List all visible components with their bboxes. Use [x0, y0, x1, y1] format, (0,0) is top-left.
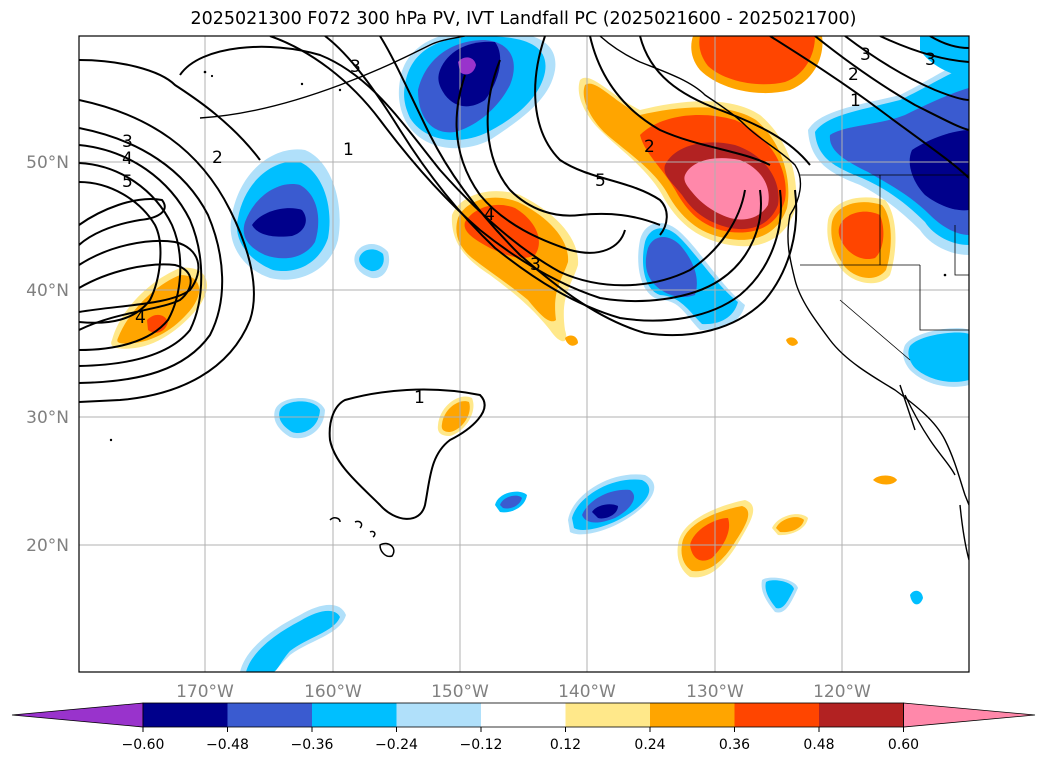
contour-label: 1 [850, 91, 861, 111]
colorbar-tick-label: −0.60 [122, 737, 165, 753]
colorbar-tick-label: 0.60 [888, 737, 919, 753]
pv-positive-blob-small-d [786, 337, 798, 346]
colorbar-segment [565, 703, 651, 727]
colorbar-frame [142, 702, 904, 728]
contour-label: 4 [122, 149, 133, 169]
latitude-labels: 50°N 40°N 30°N 20°N [26, 153, 69, 556]
contour-label: 2 [212, 148, 223, 168]
colorbar-segment [650, 703, 735, 727]
contour-label: 4 [135, 308, 146, 328]
colorbar [11, 702, 1036, 728]
lon-label: 150°W [431, 682, 489, 702]
pv-positive-blob-small-e [873, 475, 897, 485]
pv-positive-blob-119w [827, 197, 896, 284]
political-borders [800, 174, 969, 361]
map-frame [78, 35, 970, 673]
contour-label: 4 [484, 205, 495, 225]
colorbar-tick-label: −0.48 [206, 737, 249, 753]
colorbar-segment [312, 703, 397, 727]
pv-negative-blob-125w-16n-core [765, 580, 794, 609]
pv-anomaly-fill-layer [111, 36, 969, 672]
colorbar-tick-label: −0.24 [375, 737, 418, 753]
colorbar-tick-label: 0.48 [803, 737, 834, 753]
colorbar-tick-label: 0.36 [719, 737, 750, 753]
gridlines [79, 36, 969, 672]
contour-label: 3 [530, 255, 541, 275]
pv-negative-blob-small-g [910, 590, 923, 605]
map-title: 2025021300 F072 300 hPa PV, IVT Landfall… [190, 9, 857, 29]
lat-label: 50°N [26, 153, 69, 173]
lon-label: 160°W [304, 682, 362, 702]
contour-label: 2 [644, 137, 655, 157]
colorbar-tick-labels: −0.60 −0.48 −0.36 −0.24 −0.12 0.12 0.24 0.36 0.4… [122, 727, 919, 753]
pv-positive-blob-top-right [691, 36, 823, 94]
gulf-california [899, 384, 916, 431]
hawaii-islands [329, 517, 395, 558]
pv-negative-blob-top [398, 36, 556, 149]
pv-negative-blob-115w-35n-core [908, 332, 969, 382]
contour-label: 2 [848, 65, 859, 85]
pv-positive-blob-small-f [565, 335, 578, 346]
contour-label: 3 [122, 132, 133, 152]
contour-labels: 3 4 5 2 1 3 4 3 2 5 1 3 2 1 3 4 [122, 45, 936, 408]
lon-label: 140°W [558, 682, 616, 702]
contour-label: 5 [122, 172, 133, 192]
pv-positive-blob-125w-22n-core [776, 517, 804, 533]
colorbar-segment [227, 703, 313, 727]
ivt-contours [79, 36, 969, 520]
colorbar-extend-min [11, 702, 144, 728]
contour-label: 5 [595, 171, 606, 191]
contour-label: 3 [350, 57, 361, 77]
pv-negative-blob-small-c-core [500, 495, 522, 509]
lon-label: 120°W [813, 682, 871, 702]
colorbar-segment [143, 703, 228, 727]
pv-negative-blob-bottom-core [246, 610, 340, 672]
colorbar-extend-max [903, 702, 1036, 728]
contour-label: 3 [860, 45, 871, 65]
lon-label: 170°W [176, 682, 234, 702]
contour-label: 3 [925, 50, 936, 70]
colorbar-segment [734, 703, 820, 727]
pv-positive-blob-130w-21n-core [690, 518, 730, 561]
contour-label: 1 [343, 140, 354, 160]
colorbar-segment [396, 703, 482, 727]
mexico-coast [959, 504, 969, 561]
longitude-labels: 170°W 160°W 150°W 140°W 130°W 120°W [176, 682, 871, 702]
colorbar-tick-label: 0.24 [634, 737, 665, 753]
lat-label: 30°N [26, 408, 69, 428]
north-america-coast [599, 36, 969, 506]
lat-label: 40°N [26, 281, 69, 301]
contour-label: 1 [414, 388, 425, 408]
colorbar-tick-label: −0.12 [460, 737, 503, 753]
coastlines [199, 36, 969, 561]
colorbar-segment [481, 703, 566, 727]
alaska-coast [199, 36, 466, 119]
pv-negative-blob-140w-22n-core [592, 504, 618, 519]
colorbar-tick-label: 0.12 [550, 737, 581, 753]
pv-negative-blob-152w [354, 244, 390, 279]
colorbar-tick-label: −0.36 [291, 737, 334, 753]
baja-california [904, 394, 956, 476]
alaska-detail [109, 70, 947, 442]
pv-negative-blob-165w [230, 149, 340, 280]
colorbar-segment [819, 703, 904, 727]
lat-label: 20°N [26, 536, 69, 556]
lon-label: 130°W [686, 682, 744, 702]
